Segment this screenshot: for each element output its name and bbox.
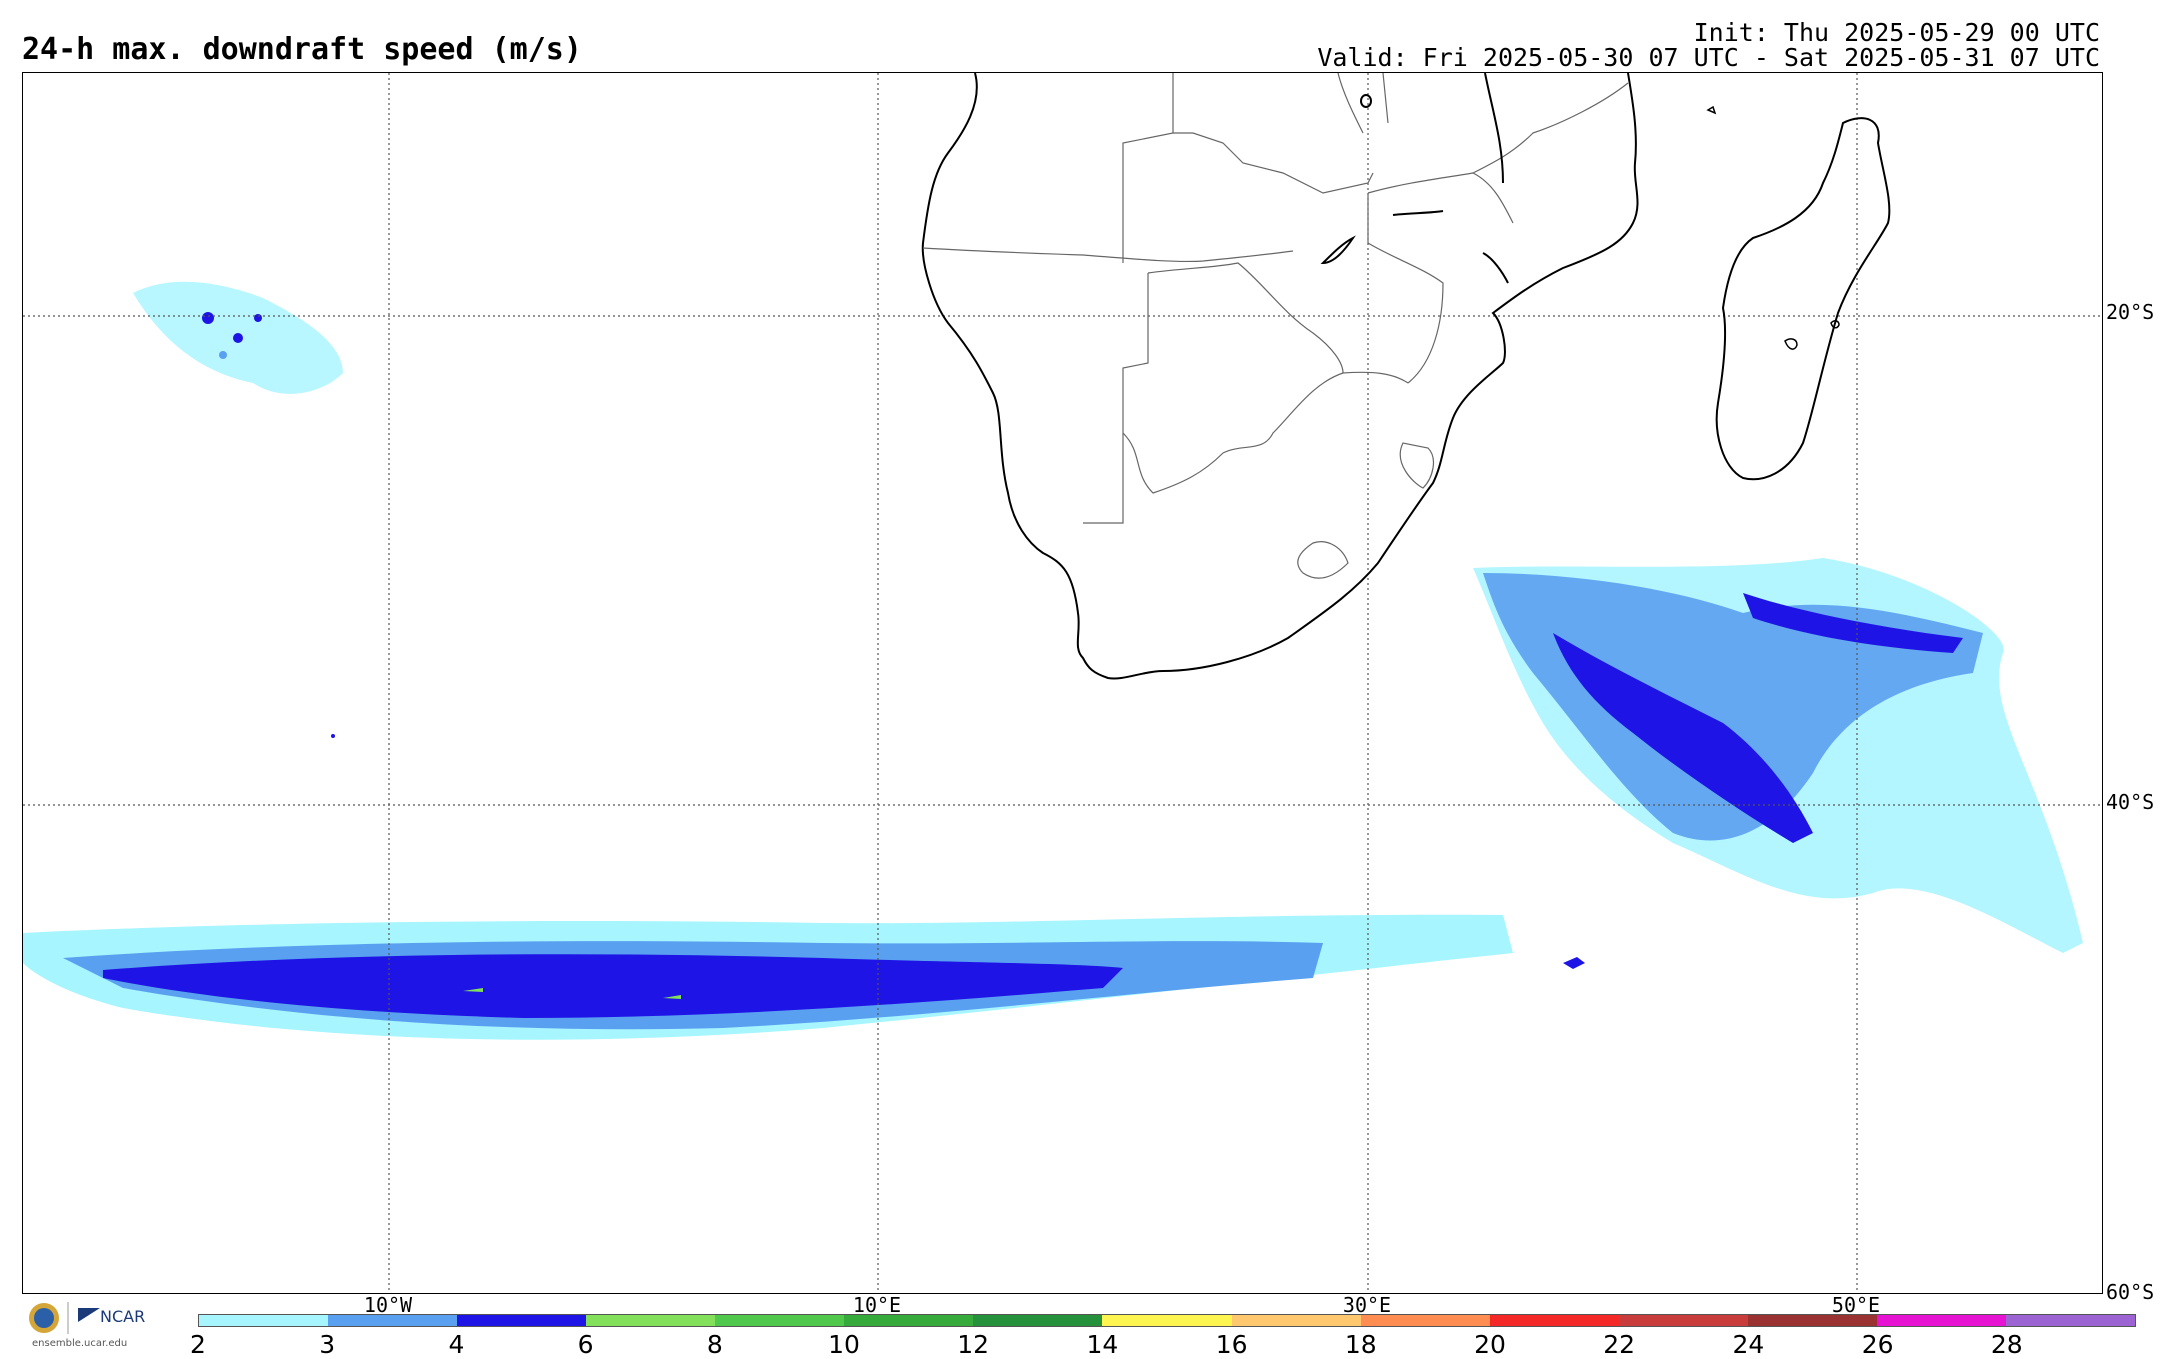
colorbar-tick-label: 26 [1861,1330,1894,1359]
lat-label-40s: 40°S [2106,790,2155,814]
colorbar-tick-label: 3 [319,1330,336,1359]
africa-coastline [921,73,1639,680]
colorbar-swatch [2005,1315,2135,1326]
lon-label-30e: 30°E [1342,1293,1392,1317]
colorbar-swatch [844,1315,974,1326]
colorbar-tick-label: 14 [1086,1330,1119,1359]
colorbar-swatch [1876,1315,2006,1326]
ncar-label: NCAR [100,1307,146,1326]
map-panel[interactable] [22,72,2103,1294]
downdraft-band-atlantic [23,914,1513,1040]
colorbar-tick-label: 4 [448,1330,465,1359]
downdraft-band-indian [1473,558,2083,969]
colorbar-swatch [1747,1315,1877,1326]
lat-label-60s: 60°S [2106,1280,2155,1304]
colorbar-swatch [457,1315,587,1326]
country-borders [922,73,1629,579]
lon-label-50e: 50°E [1831,1293,1881,1317]
colorbar-swatch [199,1315,329,1326]
colorbar [198,1314,2136,1327]
colorbar-swatch [1360,1315,1490,1326]
colorbar-tick-label: 16 [1215,1330,1248,1359]
colorbar-tick-label: 28 [1990,1330,2023,1359]
lon-label-10e: 10°E [852,1293,902,1317]
colorbar-tick-label: 8 [706,1330,723,1359]
colorbar-swatch [1618,1315,1748,1326]
lakes [1320,73,1509,284]
init-time: Init: Thu 2025-05-29 00 UTC [1693,18,2100,47]
lat-label-20s: 20°S [2106,300,2155,324]
downdraft-patch-nw [133,281,343,738]
ncar-logo [22,1298,152,1354]
colorbar-swatch [973,1315,1103,1326]
colorbar-tick-label: 6 [577,1330,594,1359]
colorbar-tick-label: 12 [957,1330,990,1359]
colorbar-swatch [1231,1315,1361,1326]
site-url: ensemble.ucar.edu [32,1338,128,1349]
madagascar [1706,105,1891,481]
colorbar-tick-label: 20 [1474,1330,1506,1359]
map-title: 24-h max. downdraft speed (m/s) [22,32,582,67]
map-canvas [23,73,2102,1293]
colorbar-swatch [1102,1315,1232,1326]
colorbar-tick-label: 2 [190,1330,206,1359]
graticule [23,73,2102,1293]
colorbar-swatch [715,1315,845,1326]
colorbar-tick-label: 10 [828,1330,860,1359]
colorbar-tick-label: 22 [1603,1330,1636,1359]
colorbar-tick-label: 18 [1344,1330,1377,1359]
lon-label-10w: 10°W [363,1293,413,1317]
valid-time: Valid: Fri 2025-05-30 07 UTC - Sat 2025-… [1317,43,2100,72]
colorbar-swatch [1489,1315,1619,1326]
time-info: Init: Thu 2025-05-29 00 UTC Valid: Fri 2… [1317,20,2100,70]
colorbar-swatch [586,1315,716,1326]
colorbar-tick-label: 24 [1732,1330,1765,1359]
colorbar-swatch [328,1315,458,1326]
